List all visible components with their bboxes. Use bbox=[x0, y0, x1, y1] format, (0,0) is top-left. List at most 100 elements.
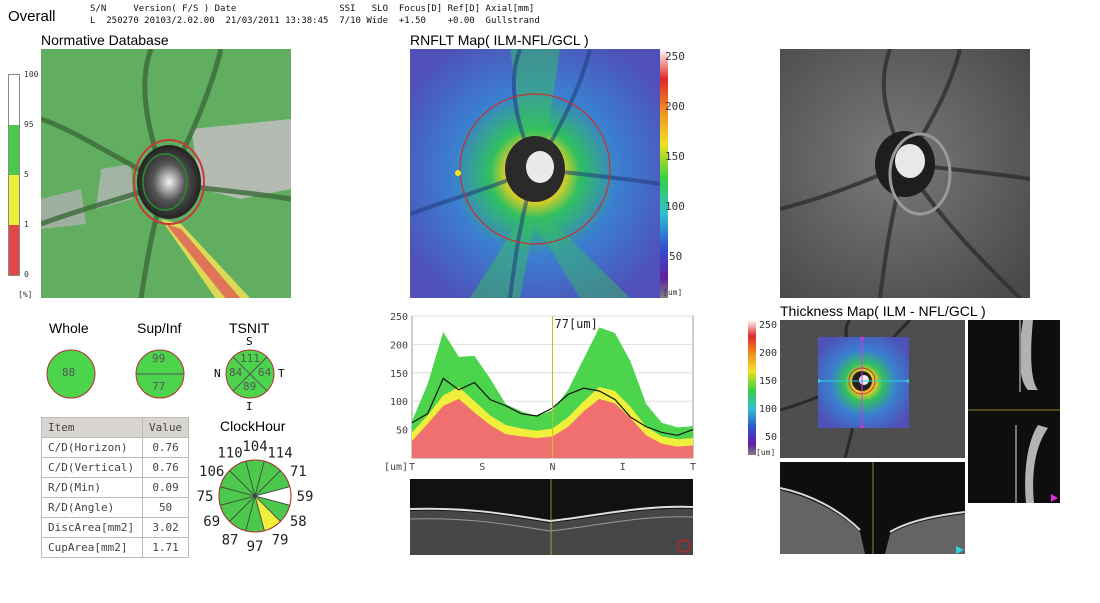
tsnit-i-label: I bbox=[246, 400, 253, 413]
scale-unit: [um] bbox=[663, 288, 683, 297]
tsnit-n-value: 84 bbox=[229, 366, 243, 379]
tsnit-circle bbox=[224, 348, 276, 405]
scale-tick: 200 bbox=[665, 100, 685, 113]
tsnit-s-value: 111 bbox=[240, 352, 260, 365]
x-axis-label: [um] bbox=[384, 462, 408, 473]
parameters-table: Item Value C/D(Horizon) 0.76 C/D(Vertical)… bbox=[41, 417, 190, 558]
normative-map-image[interactable] bbox=[41, 49, 291, 298]
param-name: CupArea[mm2] bbox=[41, 537, 143, 558]
tsnit-n-label: N bbox=[214, 367, 221, 380]
scale-unit: [um] bbox=[756, 448, 776, 457]
clockhour-value: 110 bbox=[217, 446, 242, 462]
whole-circle bbox=[45, 348, 97, 405]
clockhour-outline bbox=[218, 459, 292, 533]
x-tick-label: T bbox=[409, 462, 415, 473]
horizontal-bscan-thickness-image[interactable] bbox=[780, 462, 965, 554]
table-row: R/D(Angle) 50 bbox=[41, 497, 190, 518]
param-name: R/D(Min) bbox=[41, 477, 143, 498]
scale-tick: 250 bbox=[665, 50, 685, 63]
x-tick-label: I bbox=[620, 462, 626, 473]
scale-tick: 150 bbox=[759, 376, 778, 387]
circular-bscan-image[interactable] bbox=[410, 479, 693, 555]
whole-label: Whole bbox=[49, 320, 89, 336]
tsnit-i-value: 89 bbox=[243, 380, 257, 393]
table-row: C/D(Horizon) 0.76 bbox=[41, 437, 190, 458]
tsnit-t-value: 64 bbox=[258, 366, 272, 379]
scale-tick: 5 bbox=[24, 170, 29, 179]
supinf-circle bbox=[134, 348, 186, 405]
normative-color-scale bbox=[8, 74, 20, 276]
inf-value: 77 bbox=[152, 380, 166, 393]
normative-title: Normative Database bbox=[41, 32, 169, 48]
clockhour-value: 97 bbox=[247, 539, 264, 555]
y-tick-label: 250 bbox=[390, 312, 408, 323]
clockhour-value: 69 bbox=[203, 514, 220, 530]
page-title: Overall bbox=[8, 8, 56, 25]
param-value: 0.76 bbox=[141, 457, 190, 478]
scan-info-labels: S/N Version( F/S ) Date SSI SLO Focus[D]… bbox=[90, 4, 535, 14]
table-header: Value bbox=[141, 417, 190, 438]
clockhour-label: ClockHour bbox=[220, 418, 286, 434]
rnflt-color-scale bbox=[660, 49, 670, 298]
x-tick-label: S bbox=[479, 462, 485, 473]
param-name: C/D(Horizon) bbox=[41, 437, 143, 458]
clockhour-value: 71 bbox=[290, 464, 307, 480]
clockhour-value: 106 bbox=[199, 464, 224, 480]
scale-tick: 150 bbox=[665, 150, 685, 163]
clockhour-value: 75 bbox=[197, 489, 214, 505]
scale-tick: 1 bbox=[24, 220, 29, 229]
scale-tick: 50 bbox=[669, 250, 683, 263]
table-header: Item bbox=[41, 417, 143, 438]
supinf-label: Sup/Inf bbox=[137, 320, 182, 336]
scale-tick: 100 bbox=[665, 200, 685, 213]
fundus-image[interactable] bbox=[780, 49, 1030, 298]
tsnit-label: TSNIT bbox=[229, 320, 270, 336]
scale-tick: 200 bbox=[759, 348, 778, 359]
table-row: R/D(Min) 0.09 bbox=[41, 477, 190, 498]
thickness-map-image[interactable] bbox=[780, 320, 965, 458]
x-tick-label: T bbox=[690, 462, 696, 473]
y-tick-label: 200 bbox=[390, 340, 408, 351]
vertical-bscan-image[interactable] bbox=[968, 320, 1060, 503]
scale-tick: 0 bbox=[24, 270, 29, 279]
scale-unit: [%] bbox=[18, 290, 33, 299]
clockhour-value: 59 bbox=[297, 489, 314, 505]
clockhour-value: 79 bbox=[272, 532, 289, 548]
y-tick-label: 100 bbox=[390, 397, 408, 408]
param-value: 1.71 bbox=[141, 537, 190, 558]
param-value: 3.02 bbox=[141, 517, 190, 538]
param-name: R/D(Angle) bbox=[41, 497, 143, 518]
clockhour-value: 104 bbox=[242, 439, 267, 455]
clockhour-value: 114 bbox=[267, 446, 292, 462]
rnflt-map-image[interactable] bbox=[410, 49, 660, 298]
thickness-map-title: Thickness Map( ILM - NFL/GCL ) bbox=[780, 303, 986, 319]
param-name: DiscArea[mm2] bbox=[41, 517, 143, 538]
clockhour-value: 58 bbox=[290, 514, 307, 530]
red-band bbox=[412, 398, 693, 458]
param-value: 0.09 bbox=[141, 477, 190, 498]
scale-tick: 95 bbox=[24, 120, 34, 129]
thickness-color-scale bbox=[748, 320, 758, 455]
param-value: 50 bbox=[141, 497, 190, 518]
y-tick-label: 50 bbox=[396, 426, 408, 437]
cursor-annotation: 77[um] bbox=[555, 317, 598, 331]
scale-tick: 250 bbox=[759, 320, 778, 331]
y-tick-label: 150 bbox=[390, 369, 408, 380]
sup-value: 99 bbox=[152, 352, 166, 365]
tsnit-s-label: S bbox=[246, 335, 253, 348]
rnflt-title: RNFLT Map( ILM-NFL/GCL ) bbox=[410, 32, 589, 48]
scale-tick: 50 bbox=[765, 432, 778, 443]
clockhour-value: 87 bbox=[222, 532, 239, 548]
param-value: 0.76 bbox=[141, 437, 190, 458]
x-tick-label: N bbox=[549, 462, 555, 473]
scan-info-values: L 250270 20103/2.02.00 21/03/2011 13:38:… bbox=[90, 16, 540, 26]
scale-tick: 100 bbox=[24, 70, 39, 79]
table-row: CupArea[mm2] 1.71 bbox=[41, 537, 190, 558]
table-row: DiscArea[mm2] 3.02 bbox=[41, 517, 190, 538]
param-name: C/D(Vertical) bbox=[41, 457, 143, 478]
tsnit-t-label: T bbox=[278, 367, 285, 380]
table-row: C/D(Vertical) 0.76 bbox=[41, 457, 190, 478]
scale-tick: 100 bbox=[759, 404, 778, 415]
